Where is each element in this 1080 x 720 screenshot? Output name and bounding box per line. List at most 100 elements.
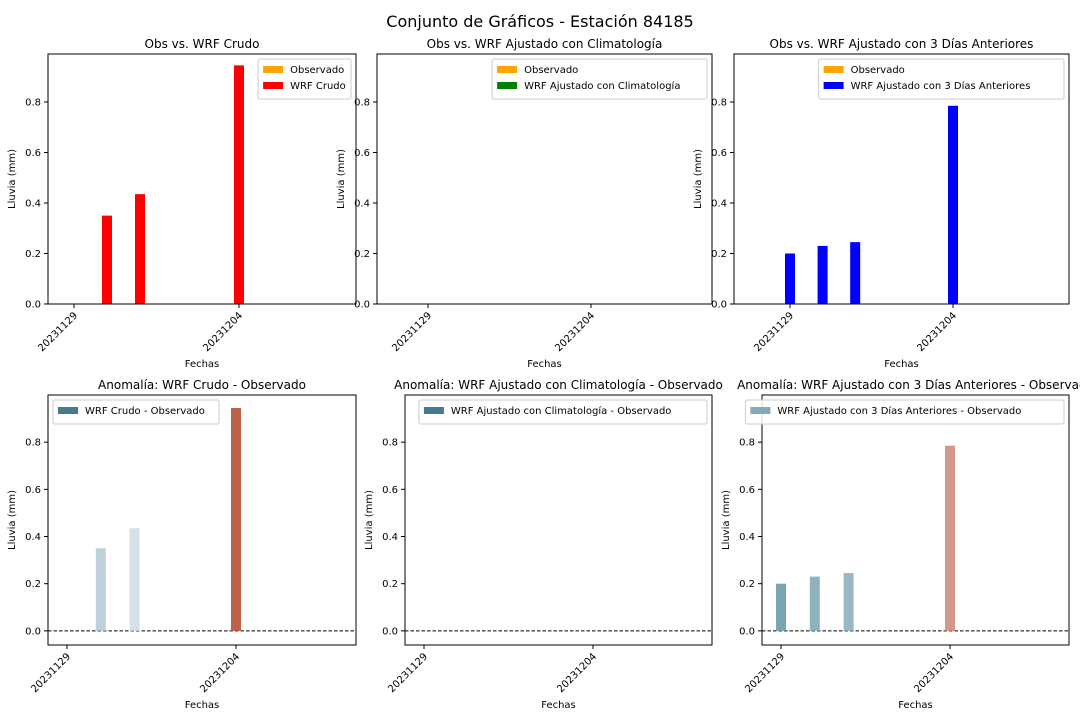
- x-tick-label: 20231129: [386, 651, 430, 695]
- y-tick-label: 0.4: [382, 532, 398, 543]
- legend-box: [491, 58, 708, 100]
- legend-label: WRF Ajustado con Climatología: [524, 80, 680, 92]
- y-tick-label: 0.2: [354, 249, 370, 260]
- bar-wrf-ajustado-con-3-d-as-anteriores-observado-20231130: [809, 576, 820, 631]
- legend-label: WRF Crudo - Observado: [85, 406, 205, 417]
- axes-frame: [376, 53, 713, 305]
- x-axis-label: Fechas: [185, 700, 220, 711]
- chart-title: Anomalía: WRF Crudo - Observado: [98, 378, 306, 392]
- x-tick-label: 20231204: [555, 651, 599, 695]
- legend: Observado WRF Ajustado con 3 Días Anterio…: [818, 58, 1065, 100]
- figure-title: Conjunto de Gráficos - Estación 84185: [386, 12, 693, 31]
- bar-wrf-ajustado-con-3-d-as-anteriores-observado-20231201: [843, 573, 854, 631]
- x-axis-label: Fechas: [898, 700, 933, 711]
- legend-swatch: [823, 82, 844, 89]
- legend-label: Observado: [290, 65, 344, 76]
- y-tick-label: 0.2: [739, 579, 755, 590]
- bar-wrf-ajustado-con-3-d-as-anteriores-20231130: [817, 245, 828, 304]
- legend-label: Observado: [524, 65, 578, 76]
- legend: WRF Ajustado con Climatología - Observad…: [418, 399, 708, 425]
- x-tick-label: 20231204: [553, 310, 597, 354]
- y-tick-label: 0.8: [739, 438, 755, 449]
- y-tick-label: 0.2: [711, 249, 727, 260]
- y-tick-label: 0.0: [382, 626, 398, 637]
- legend-label: WRF Ajustado con 3 Días Anteriores - Obs…: [777, 405, 1021, 417]
- x-tick-label: 20231204: [198, 651, 242, 695]
- y-tick-label: 0.8: [25, 97, 41, 108]
- y-axis-label: Lluvia (mm): [336, 149, 347, 209]
- y-tick-label: 0.6: [25, 485, 41, 496]
- x-tick-label: 20231204: [201, 310, 245, 354]
- y-tick-label: 0.4: [25, 532, 41, 543]
- y-tick-label: 0.4: [354, 198, 370, 209]
- y-tick-label: 0.6: [711, 148, 727, 159]
- legend-swatch: [263, 82, 284, 89]
- x-axis-label: Fechas: [527, 359, 562, 370]
- axes-frame: [761, 394, 1070, 646]
- legend-swatch: [423, 407, 444, 414]
- bar-wrf-ajustado-con-3-d-as-anteriores-20231129: [785, 253, 795, 304]
- y-tick-label: 0.0: [25, 626, 41, 637]
- y-tick-label: 0.6: [382, 485, 398, 496]
- legend-swatch: [823, 66, 844, 73]
- x-tick-label: 20231129: [390, 310, 434, 354]
- bar-wrf-crudo-observado-20231204: [231, 407, 241, 631]
- legend-swatch: [263, 66, 284, 73]
- x-axis-label: Fechas: [884, 359, 919, 370]
- y-tick-label: 0.4: [739, 532, 755, 543]
- y-tick-label: 0.8: [25, 438, 41, 449]
- chart-title: Anomalía: WRF Ajustado con Climatología …: [394, 378, 723, 392]
- y-tick-label: 0.6: [739, 485, 755, 496]
- legend-label: WRF Crudo: [290, 81, 346, 92]
- x-axis-label: Fechas: [541, 700, 576, 711]
- y-axis-label: Lluvia (mm): [7, 490, 18, 550]
- y-tick-label: 0.8: [382, 438, 398, 449]
- legend: Observado WRF Crudo: [257, 58, 352, 100]
- chart-panel-3: Obs vs. WRF Ajustado con 3 Días Anterior…: [693, 37, 1070, 370]
- x-tick-label: 20231129: [743, 651, 787, 695]
- x-tick-label: 20231129: [752, 310, 796, 354]
- chart-panel-1: Obs vs. WRF Crudo 0.0 0.2 0.4 0.6 0.8 20231129…: [7, 37, 357, 370]
- chart-panel-6: Anomalía: WRF Ajustado con 3 Días Anteri…: [721, 378, 1080, 711]
- y-axis-label: Lluvia (mm): [364, 490, 375, 550]
- chart-title: Obs vs. WRF Crudo: [145, 37, 260, 51]
- y-tick-label: 0.0: [354, 300, 370, 311]
- chart-title: Obs vs. WRF Ajustado con Climatología: [427, 37, 663, 51]
- bar-wrf-crudo-20231201: [135, 194, 145, 304]
- legend-swatch: [750, 407, 771, 414]
- bar-wrf-crudo-observado-20231130: [95, 548, 106, 631]
- bar-wrf-crudo-20231130: [102, 215, 112, 304]
- x-tick-label: 20231129: [36, 310, 80, 354]
- y-tick-label: 0.2: [25, 249, 41, 260]
- legend: Observado WRF Ajustado con Climatología: [491, 58, 708, 100]
- x-axis-label: Fechas: [185, 359, 220, 370]
- legend-label: WRF Ajustado con Climatología - Observad…: [451, 405, 672, 417]
- legend-label: WRF Ajustado con 3 Días Anteriores: [851, 80, 1031, 92]
- bar-wrf-crudo-20231204: [234, 65, 244, 304]
- chart-panel-2: Obs vs. WRF Ajustado con Climatología 0.0…: [336, 37, 713, 370]
- chart-title: Anomalía: WRF Ajustado con 3 Días Anteri…: [737, 378, 1080, 392]
- legend-label: Observado: [851, 65, 905, 76]
- legend: WRF Crudo - Observado: [52, 399, 220, 425]
- y-tick-label: 0.4: [25, 198, 41, 209]
- y-tick-label: 0.0: [711, 300, 727, 311]
- legend-box: [744, 399, 1065, 425]
- y-tick-label: 0.4: [711, 198, 727, 209]
- x-tick-label: 20231204: [912, 651, 956, 695]
- axes-frame: [404, 394, 713, 646]
- y-axis-label: Lluvia (mm): [693, 149, 704, 209]
- axes-frame: [47, 53, 357, 305]
- chart-title: Obs vs. WRF Ajustado con 3 Días Anterior…: [770, 37, 1034, 51]
- x-tick-label: 20231204: [915, 310, 959, 354]
- legend-box: [818, 58, 1065, 100]
- legend-box: [418, 399, 708, 425]
- bar-wrf-ajustado-con-3-d-as-anteriores-20231204: [948, 105, 958, 305]
- legend-box: [52, 399, 220, 425]
- y-tick-label: 0.8: [711, 97, 727, 108]
- legend-swatch: [497, 66, 518, 73]
- y-axis-label: Lluvia (mm): [721, 490, 732, 550]
- axes-frame: [47, 394, 357, 646]
- y-tick-label: 0.0: [25, 300, 41, 311]
- legend-swatch: [497, 82, 518, 89]
